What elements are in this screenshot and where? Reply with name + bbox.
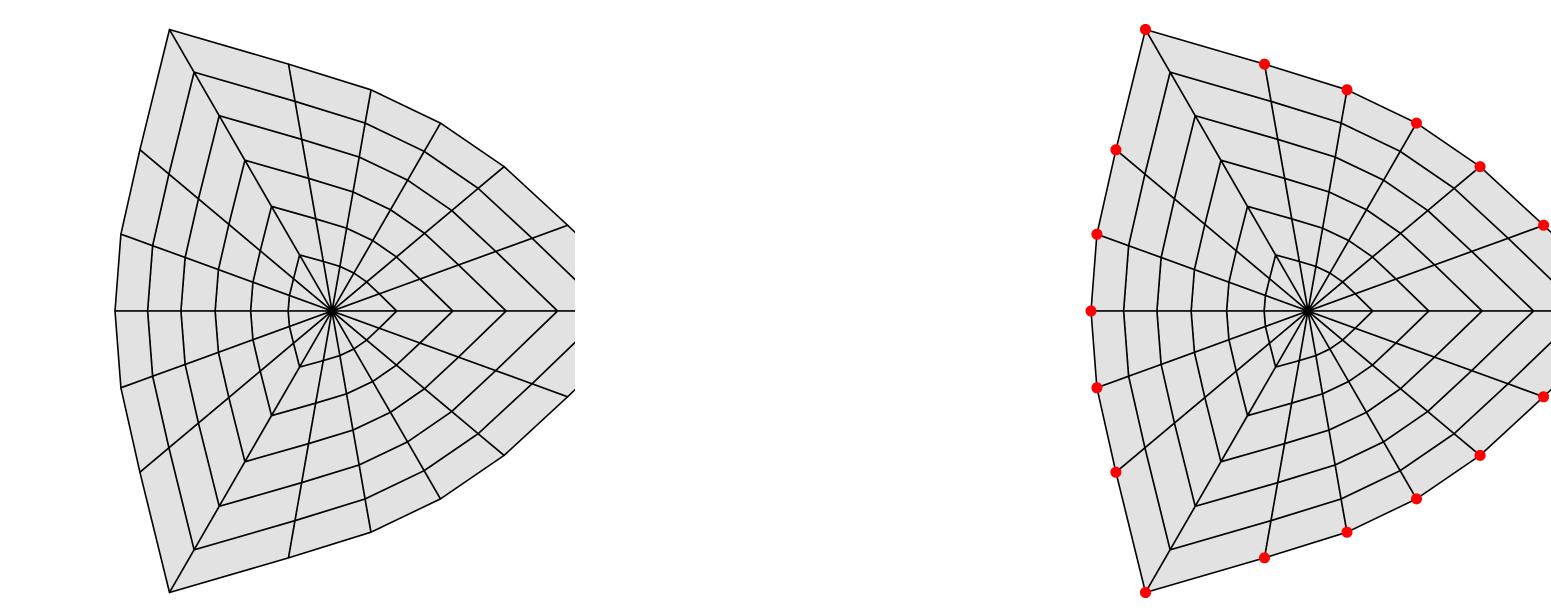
mesh-face <box>494 310 575 385</box>
mesh-face <box>1090 310 1130 389</box>
boundary-marker <box>1091 382 1103 394</box>
boundary-marker <box>1538 219 1550 231</box>
boundary-marker <box>1110 144 1122 156</box>
boundary-marker <box>1259 552 1270 564</box>
boundary-marker <box>1474 161 1486 173</box>
quad-mesh-right-with-boundary-points <box>1085 24 1551 598</box>
boundary-marker <box>1341 84 1353 96</box>
quad-mesh-left <box>114 28 575 594</box>
boundary-marker <box>1259 58 1270 70</box>
boundary-marker <box>1085 305 1097 317</box>
boundary-marker <box>1110 466 1122 478</box>
boundary-marker <box>1341 526 1353 538</box>
mesh-face <box>146 244 186 312</box>
boundary-marker <box>1091 228 1103 240</box>
boundary-marker <box>1474 449 1486 461</box>
mesh-face <box>531 341 575 398</box>
mesh-face <box>1507 341 1551 398</box>
boundary-marker <box>1411 117 1422 129</box>
mesh-face <box>114 310 154 389</box>
mesh-face <box>168 28 296 103</box>
boundary-marker <box>1411 493 1422 505</box>
mesh-face <box>1090 233 1130 312</box>
mesh-face <box>1470 310 1551 385</box>
mesh-face <box>114 233 154 312</box>
mesh-face <box>1122 244 1162 312</box>
boundary-marker <box>1538 391 1550 403</box>
boundary-marker <box>1140 24 1151 35</box>
boundary-marker <box>1140 587 1151 598</box>
